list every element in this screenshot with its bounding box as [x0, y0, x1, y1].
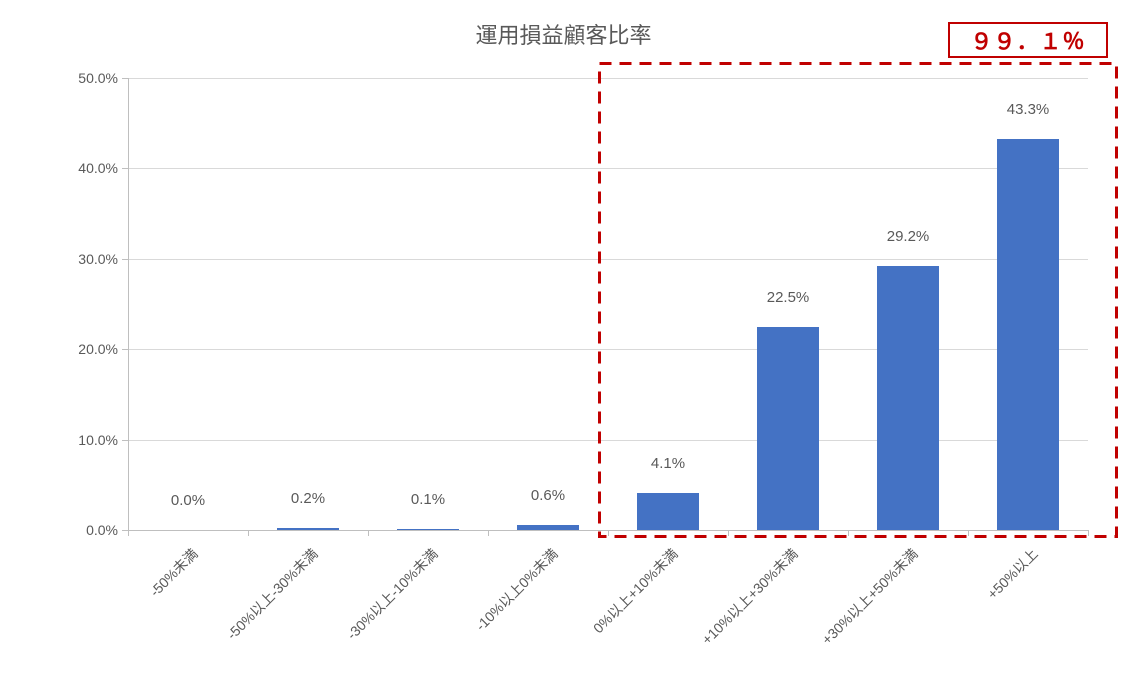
bar-value-label: 0.1%: [411, 491, 445, 508]
y-tick-label: 30.0%: [78, 251, 128, 267]
x-tick-label: -50%以上-30%未満: [222, 544, 322, 644]
callout-box: ９９．１％: [948, 22, 1108, 58]
callout-text: ９９．１％: [970, 24, 1085, 56]
bar-value-label: 43.3%: [1007, 101, 1050, 118]
x-tick-label: +10%以上+30%未満: [697, 544, 802, 649]
gridline: [128, 168, 1088, 169]
gridline: [128, 78, 1088, 79]
x-tick-mark: [968, 530, 969, 536]
x-tick-mark: [488, 530, 489, 536]
bar-value-label: 22.5%: [767, 289, 810, 306]
bar: [397, 529, 459, 530]
x-tick-label: -10%以上0%未満: [471, 544, 562, 635]
bar: [757, 327, 819, 530]
x-tick-label: +30%以上+50%未満: [817, 544, 922, 649]
gridline: [128, 440, 1088, 441]
x-tick-mark: [608, 530, 609, 536]
x-tick-label: -30%以上-10%未満: [342, 544, 442, 644]
bar-value-label: 29.2%: [887, 228, 930, 245]
x-tick-label: +50%以上: [983, 544, 1043, 604]
y-tick-label: 10.0%: [78, 432, 128, 448]
x-tick-mark: [128, 530, 129, 536]
x-tick-mark: [728, 530, 729, 536]
bar: [877, 266, 939, 530]
y-tick-label: 20.0%: [78, 341, 128, 357]
bar: [517, 525, 579, 530]
plot-area: 0.0%10.0%20.0%30.0%40.0%50.0%0.0%-50%未満0…: [128, 78, 1088, 530]
y-tick-label: 50.0%: [78, 70, 128, 86]
bar-value-label: 0.0%: [171, 492, 205, 509]
bar: [277, 528, 339, 530]
bar: [997, 139, 1059, 530]
x-tick-label: -50%未満: [145, 544, 202, 601]
bar-value-label: 0.6%: [531, 487, 565, 504]
bar-value-label: 0.2%: [291, 490, 325, 507]
y-axis-line: [128, 78, 129, 530]
x-tick-mark: [368, 530, 369, 536]
y-tick-label: 40.0%: [78, 160, 128, 176]
gridline: [128, 349, 1088, 350]
x-tick-label: 0%以上+10%未満: [588, 544, 682, 638]
gridline: [128, 259, 1088, 260]
bar-value-label: 4.1%: [651, 455, 685, 472]
bar: [637, 493, 699, 530]
x-tick-mark: [248, 530, 249, 536]
x-tick-mark: [1088, 530, 1089, 536]
y-tick-label: 0.0%: [86, 522, 128, 538]
chart-frame: 運用損益顧客比率 0.0%10.0%20.0%30.0%40.0%50.0%0.…: [0, 0, 1127, 688]
x-tick-mark: [848, 530, 849, 536]
